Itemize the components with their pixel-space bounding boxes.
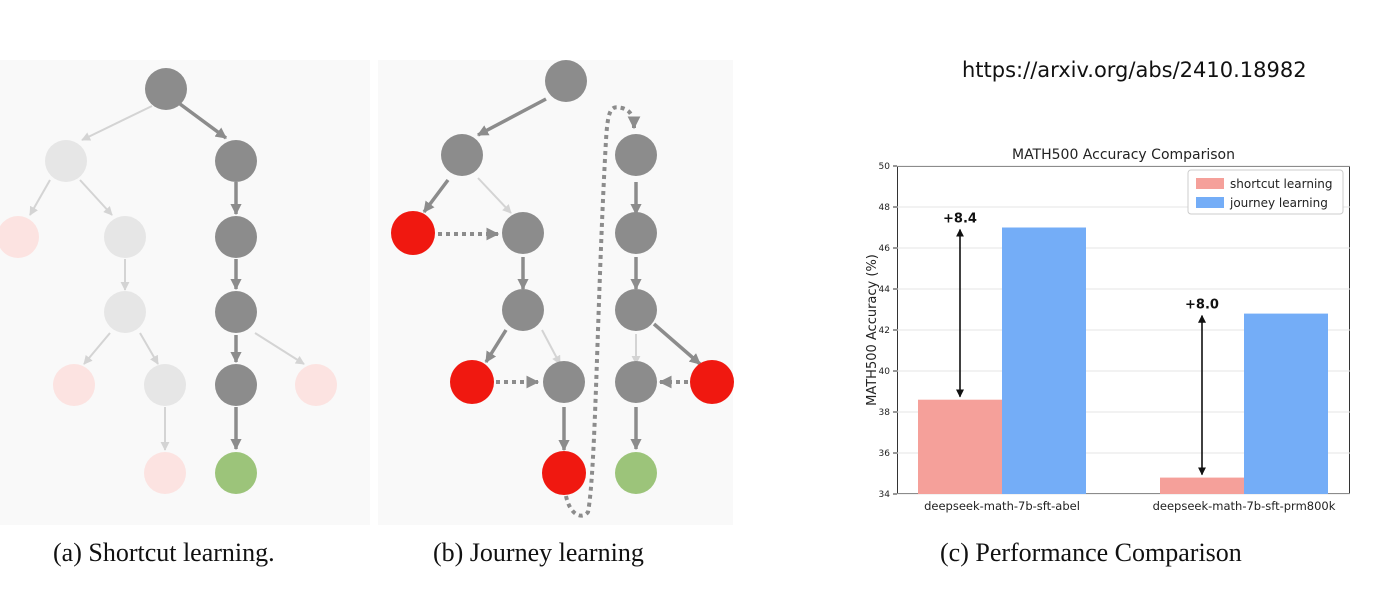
y-tick-label: 40 — [879, 367, 891, 377]
tree-node — [215, 216, 257, 258]
y-tick-label: 36 — [879, 449, 891, 459]
legend-label: shortcut learning — [1230, 177, 1333, 191]
tree-node — [441, 134, 483, 176]
bar — [1002, 227, 1086, 494]
tree-node — [145, 68, 187, 110]
journey-tree — [391, 60, 734, 518]
tree-node — [104, 216, 146, 258]
tree-node — [545, 60, 587, 102]
y-tick-label: 46 — [879, 244, 891, 254]
tree-node-error — [450, 360, 494, 404]
tree-node — [615, 361, 657, 403]
panel-a-background — [0, 60, 370, 525]
tree-node — [215, 291, 257, 333]
tree-node-correct — [615, 452, 657, 494]
shortcut-tree — [0, 68, 337, 494]
tree-node — [215, 140, 257, 182]
tree-node — [615, 212, 657, 254]
panel-b-background — [378, 60, 733, 525]
tree-node-correct — [215, 452, 257, 494]
tree-node — [144, 364, 186, 406]
difference-label: +8.4 — [943, 212, 977, 227]
legend-swatch — [1196, 197, 1224, 208]
chart-title: MATH500 Accuracy Comparison — [1012, 147, 1235, 163]
tree-node — [543, 361, 585, 403]
y-tick-label: 34 — [879, 490, 891, 500]
y-tick-label: 48 — [879, 203, 891, 213]
tree-node — [53, 364, 95, 406]
legend-swatch — [1196, 178, 1224, 189]
tree-node — [45, 140, 87, 182]
difference-label: +8.0 — [1185, 298, 1219, 313]
bar — [1244, 313, 1328, 494]
legend-label: journey learning — [1229, 196, 1328, 210]
tree-node — [615, 289, 657, 331]
tree-node — [295, 364, 337, 406]
legend-box — [1187, 169, 1344, 215]
bar — [918, 399, 1002, 494]
tree-node — [0, 216, 39, 258]
caption-shortcut: (a) Shortcut learning. — [53, 538, 275, 567]
tree-node — [215, 364, 257, 406]
tree-node-error — [690, 360, 734, 404]
x-tick-label: deepseek-math-7b-sft-abel — [924, 499, 1080, 513]
y-axis-label: MATH500 Accuracy (%) — [865, 254, 880, 406]
tree-node — [502, 212, 544, 254]
caption-journey: (b) Journey learning — [433, 538, 644, 567]
y-tick-label: 42 — [879, 326, 890, 336]
y-tick-label: 38 — [879, 408, 891, 418]
x-tick-label: deepseek-math-7b-sft-prm800k — [1153, 499, 1336, 513]
tree-node — [502, 289, 544, 331]
y-tick-label: 44 — [879, 285, 891, 295]
tree-node — [615, 134, 657, 176]
tree-node — [144, 452, 186, 494]
tree-node — [104, 291, 146, 333]
paper-url[interactable]: https://arxiv.org/abs/2410.18982 — [962, 58, 1307, 82]
bar — [1160, 477, 1244, 494]
tree-node-error — [391, 211, 435, 255]
y-tick-label: 50 — [879, 162, 891, 172]
caption-performance: (c) Performance Comparison — [940, 538, 1242, 567]
tree-node-error — [542, 451, 586, 495]
